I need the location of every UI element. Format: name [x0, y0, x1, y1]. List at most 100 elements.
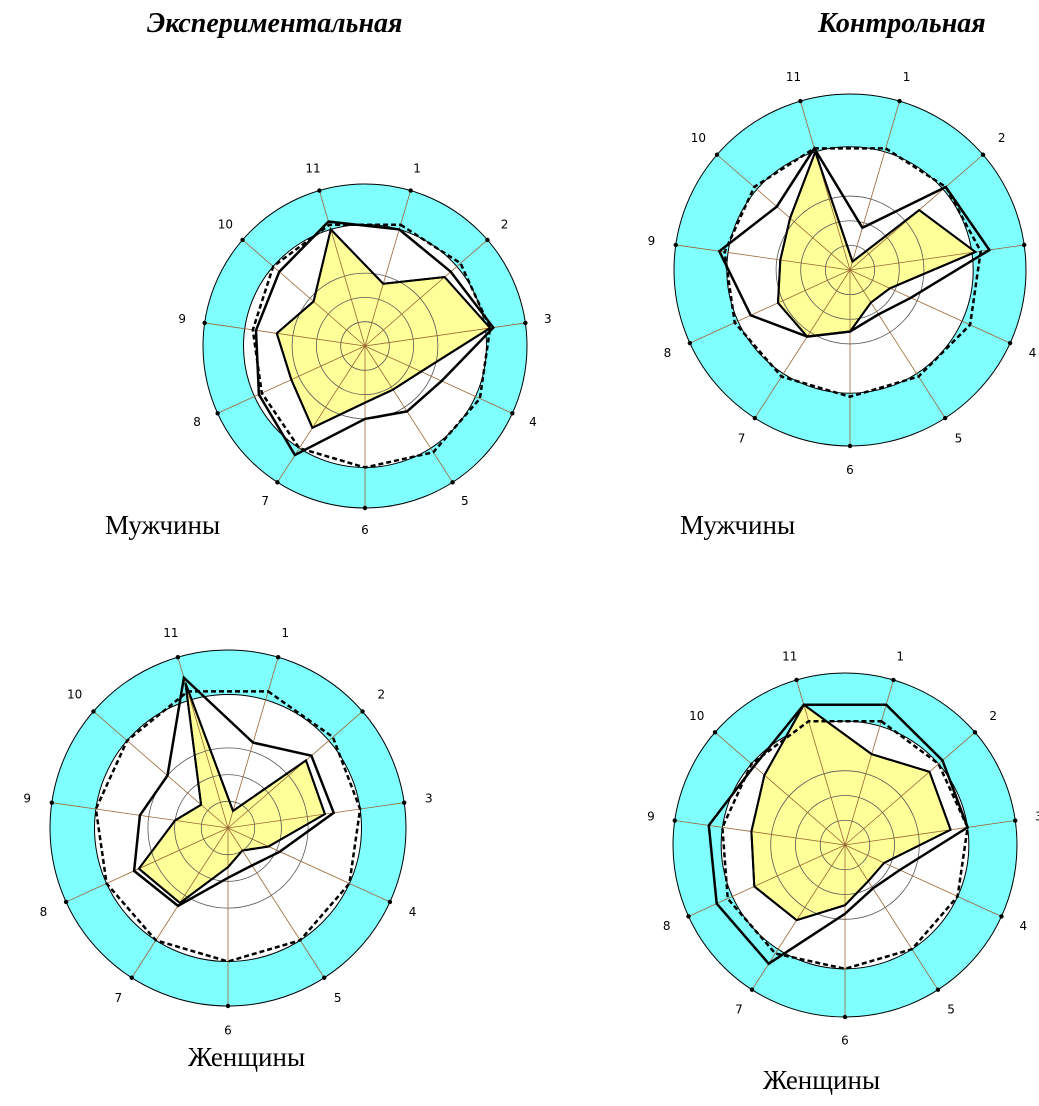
spoke-axis-4 [364, 345, 513, 414]
spoke-end-dot-9 [672, 818, 677, 823]
spoke-axis-10 [242, 239, 366, 347]
axis-label-7: 7 [261, 494, 269, 508]
axis-label-4: 4 [529, 415, 537, 429]
spoke-axis-3 [849, 244, 1025, 271]
spoke-end-dot-10 [712, 730, 718, 735]
axis-label-4: 4 [1029, 346, 1037, 360]
spoke-end-dot-2 [980, 152, 986, 157]
spoke-axis-2 [227, 711, 363, 829]
spoke-axis-8 [65, 827, 229, 903]
axis-label-3: 3 [544, 312, 552, 326]
axis-label-10: 10 [689, 709, 704, 723]
axis-label-2: 2 [989, 709, 997, 723]
axis-label-8: 8 [193, 415, 201, 429]
axis-label-10: 10 [691, 131, 706, 145]
spoke-end-dot-6 [842, 1014, 848, 1020]
axis-label-3: 3 [1035, 810, 1039, 824]
axis-label-6: 6 [224, 1023, 232, 1037]
spoke-end-dot-3 [523, 320, 528, 326]
axis-label-9: 9 [23, 792, 31, 806]
spoke-axis-3 [227, 802, 405, 829]
axis-label-5: 5 [947, 1002, 955, 1016]
axis-label-5: 5 [955, 431, 963, 445]
axis-label-1: 1 [903, 70, 911, 84]
axis-label-10: 10 [67, 688, 82, 702]
axis-label-1: 1 [413, 161, 421, 175]
spoke-axis-5 [227, 827, 325, 978]
spoke-axis-7 [754, 269, 851, 419]
axis-label-7: 7 [735, 1002, 743, 1016]
spoke-end-dot-9 [673, 242, 678, 248]
spoke-end-dot-9 [49, 800, 55, 805]
axis-label-5: 5 [461, 494, 469, 508]
spoke-axis-4 [849, 269, 1011, 344]
series-3-dashed-line [251, 223, 492, 469]
spoke-axis-10 [93, 711, 229, 829]
spoke-end-dot-10 [714, 152, 720, 157]
spoke-end-dot-4 [999, 914, 1004, 919]
spoke-end-dot-11 [175, 655, 181, 660]
axis-label-9: 9 [647, 810, 655, 824]
spoke-axis-9 [675, 244, 851, 271]
axis-label-6: 6 [361, 523, 369, 537]
experimental-group-heading: Экспериментальная [147, 8, 403, 39]
spoke-end-dot-1 [408, 188, 413, 193]
spoke-axis-5 [849, 269, 946, 419]
spoke-end-dot-3 [401, 800, 407, 805]
spoke-axis-1 [844, 679, 894, 846]
spoke-end-dot-11 [794, 677, 799, 683]
spoke-axis-10 [716, 154, 851, 271]
spoke-end-dot-10 [240, 237, 245, 243]
spoke-axis-8 [688, 844, 846, 917]
spoke-axis-4 [227, 827, 391, 903]
series-3-dashed-line [721, 719, 969, 971]
axis-label-1: 1 [896, 649, 904, 663]
spoke-end-dot-4 [1007, 340, 1013, 346]
spoke-end-dot-8 [686, 914, 691, 919]
caption-experimental-women: Женщины [188, 1042, 306, 1072]
spoke-end-dot-5 [942, 415, 948, 421]
spoke-end-dot-4 [387, 899, 393, 905]
axis-label-5: 5 [334, 991, 342, 1005]
spoke-end-dot-6 [225, 1003, 231, 1009]
spoke-axis-11 [796, 679, 846, 846]
spoke-end-dot-11 [317, 188, 322, 193]
spoke-end-dot-5 [935, 987, 941, 992]
caption-control-men: Мужчины [680, 510, 796, 540]
radar-chart-experimental-women: 1 2 3 4 5 6 7 8 9 10 11 [23, 626, 432, 1038]
radar-chart-experimental-men: 1 2 3 4 5 6 7 8 9 10 11 [178, 161, 551, 537]
series-3-dashed-line [723, 147, 982, 399]
spoke-axis-2 [364, 239, 488, 347]
spoke-axis-1 [364, 190, 412, 347]
spoke-end-dot-11 [798, 98, 803, 104]
spoke-axis-7 [277, 345, 366, 483]
series-1-outline [275, 227, 492, 430]
caption-experimental-men: Мужчины [105, 510, 221, 540]
spoke-axis-9 [204, 322, 366, 347]
axis-label-6: 6 [841, 1034, 849, 1048]
spoke-axis-7 [751, 844, 846, 990]
axis-label-10: 10 [218, 218, 233, 232]
axis-label-2: 2 [998, 131, 1006, 145]
spoke-axis-5 [364, 345, 453, 483]
spoke-end-dot-10 [91, 709, 96, 714]
spoke-axis-1 [849, 101, 900, 271]
spoke-end-dot-5 [322, 975, 327, 980]
series-3-dashed-line [94, 690, 362, 963]
radar-chart-control-women: 1 2 3 4 5 6 7 8 9 10 11 [647, 649, 1039, 1048]
series-2-line [132, 675, 336, 908]
axis-label-11: 11 [305, 161, 320, 175]
spoke-axis-8 [689, 269, 851, 344]
control-group-heading: Контрольная [818, 8, 986, 39]
spoke-end-dot-1 [897, 98, 902, 104]
spoke-end-dot-7 [752, 415, 758, 421]
axis-label-4: 4 [1020, 919, 1028, 933]
spoke-end-dot-9 [202, 320, 207, 326]
series-2-line [717, 146, 992, 338]
spoke-end-dot-4 [510, 411, 515, 416]
spoke-axis-4 [844, 844, 1002, 917]
caption-control-women: Женщины [763, 1065, 881, 1095]
axis-label-2: 2 [501, 218, 509, 232]
axis-label-11: 11 [163, 626, 178, 640]
